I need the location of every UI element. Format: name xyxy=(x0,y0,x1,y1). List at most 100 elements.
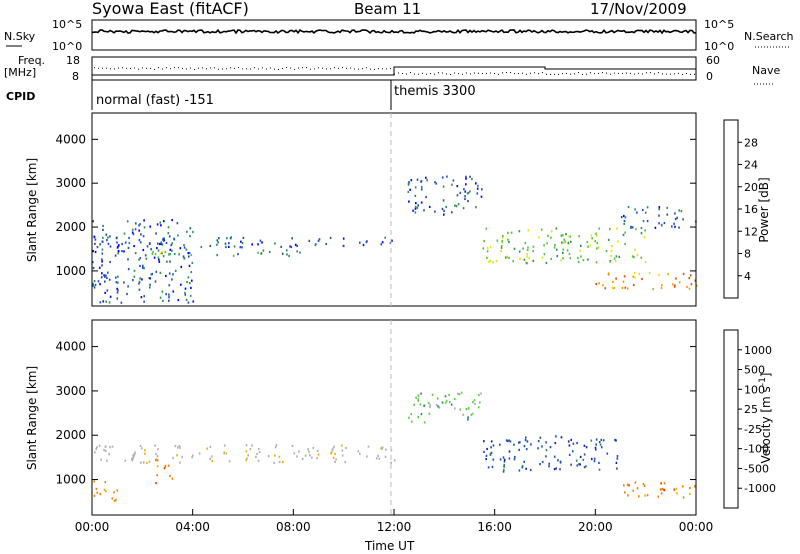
data-cell xyxy=(434,210,436,213)
data-cell xyxy=(467,407,470,410)
cpid-label: CPID xyxy=(6,90,35,103)
data-cell xyxy=(580,255,582,258)
data-cell xyxy=(661,223,663,226)
data-cell xyxy=(621,286,624,289)
data-cell xyxy=(316,457,318,460)
ytick-label: 1000 xyxy=(55,264,86,278)
data-cell xyxy=(132,455,135,458)
data-cell xyxy=(106,276,108,280)
data-cell xyxy=(543,253,546,256)
data-cell xyxy=(420,201,423,204)
nave-label: Nave xyxy=(752,64,780,77)
data-cell xyxy=(590,234,593,237)
data-cell xyxy=(598,461,600,464)
data-cell xyxy=(622,280,625,283)
data-cell xyxy=(459,408,461,411)
data-cell xyxy=(96,446,98,449)
data-cell xyxy=(189,294,192,297)
data-cell xyxy=(104,481,107,484)
data-cell xyxy=(476,187,479,190)
data-cell xyxy=(570,240,572,243)
data-cell xyxy=(289,245,291,248)
data-cell xyxy=(577,260,580,264)
data-cell xyxy=(508,439,510,442)
data-cell xyxy=(296,455,298,458)
data-cell xyxy=(569,235,571,238)
data-cell xyxy=(318,238,321,241)
data-cell xyxy=(132,279,134,282)
data-cell xyxy=(567,241,570,244)
data-cell xyxy=(509,440,512,443)
data-cell xyxy=(526,262,528,265)
nave-dot xyxy=(106,67,107,69)
data-cell xyxy=(216,239,219,242)
data-cell xyxy=(466,192,469,195)
data-cell xyxy=(666,213,669,216)
data-cell xyxy=(594,240,596,243)
data-cell xyxy=(282,460,284,464)
data-cell xyxy=(567,440,570,443)
freq-label-line2: [MHz] xyxy=(4,66,36,79)
data-cell xyxy=(528,256,530,260)
data-cell xyxy=(615,439,617,442)
data-cell xyxy=(164,250,167,254)
data-cell xyxy=(174,444,177,448)
data-cell xyxy=(139,277,141,280)
data-cell xyxy=(107,236,109,239)
data-cell xyxy=(624,231,626,234)
data-cell xyxy=(225,452,228,455)
data-cell xyxy=(149,225,151,228)
data-cell xyxy=(595,448,597,451)
data-cell xyxy=(134,252,137,255)
data-cell xyxy=(586,240,589,244)
data-cell xyxy=(241,242,244,245)
data-cell xyxy=(469,175,471,178)
data-cell xyxy=(128,236,130,240)
data-cell xyxy=(168,296,170,299)
data-cell xyxy=(408,181,410,184)
data-cell xyxy=(93,235,96,238)
data-cell xyxy=(485,227,488,230)
data-cell xyxy=(267,455,270,458)
data-cell xyxy=(140,233,142,236)
data-cell xyxy=(100,458,102,461)
xtick-label: 04:00 xyxy=(175,520,210,534)
data-cell xyxy=(599,443,602,446)
data-cell xyxy=(109,260,111,264)
data-cell xyxy=(200,245,203,249)
data-cell xyxy=(104,280,106,283)
data-cell xyxy=(611,286,614,289)
data-cell xyxy=(523,258,526,261)
nave-dot xyxy=(234,67,235,69)
nave-dot xyxy=(418,73,419,75)
nave-dot xyxy=(146,67,147,69)
data-cell xyxy=(615,277,617,280)
nave-dot xyxy=(566,73,567,74)
data-cell xyxy=(183,244,185,247)
data-cell xyxy=(99,283,101,286)
data-cell xyxy=(658,273,660,276)
data-cell xyxy=(291,237,293,240)
data-cell xyxy=(192,300,195,303)
data-cell xyxy=(135,222,137,225)
data-cell xyxy=(417,395,420,398)
data-cell xyxy=(570,438,572,441)
nave-dot xyxy=(246,68,247,70)
data-cell xyxy=(636,253,639,257)
nave-dot xyxy=(598,72,599,74)
nave-dot xyxy=(626,72,627,74)
data-cell xyxy=(384,236,386,239)
data-cell xyxy=(123,281,125,284)
data-cell xyxy=(454,407,456,410)
data-cell xyxy=(93,494,96,497)
data-cell xyxy=(420,180,423,183)
data-cell xyxy=(162,299,164,302)
data-cell xyxy=(189,235,191,238)
data-cell xyxy=(578,463,580,466)
data-cell xyxy=(211,459,213,463)
beam-title: Beam 11 xyxy=(354,0,421,18)
data-cell xyxy=(682,272,685,276)
data-cell xyxy=(182,255,185,258)
data-cell xyxy=(459,191,462,194)
nave-dot xyxy=(182,67,183,69)
